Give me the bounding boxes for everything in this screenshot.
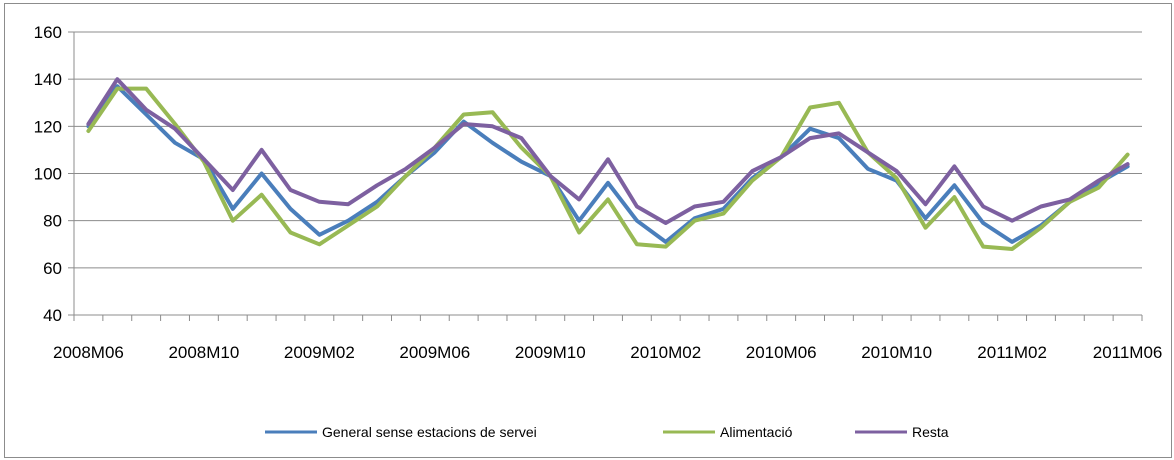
x-tick-label: 2009M10 xyxy=(515,343,586,362)
y-axis-tick-labels: 40 60 80 100 120 140 160 xyxy=(34,23,62,325)
x-tick-label: 2009M02 xyxy=(284,343,355,362)
series-line-1 xyxy=(86,84,1130,244)
y-tick-label: 140 xyxy=(34,70,62,89)
x-tick-label: 2011M02 xyxy=(977,343,1047,362)
x-tick-label: 2011M06 xyxy=(1093,343,1163,362)
gridlines xyxy=(74,31,1142,269)
x-axis-tick-labels: 2008M06 2008M10 2009M02 2009M06 2009M10 2010M… xyxy=(53,343,1162,362)
y-tick-label: 60 xyxy=(43,259,62,278)
y-tick-label: 160 xyxy=(34,23,62,42)
legend: General sense estacions de servei Aliment… xyxy=(265,424,949,440)
series-line-3 xyxy=(86,77,1130,225)
series-line-2 xyxy=(86,86,1130,251)
y-tick-label: 100 xyxy=(34,165,62,184)
series-lines xyxy=(86,77,1130,251)
x-tick-label: 2010M06 xyxy=(746,343,817,362)
legend-label: General sense estacions de servei xyxy=(322,424,537,440)
y-tick-label: 80 xyxy=(43,212,62,231)
x-tick-label: 2009M06 xyxy=(399,343,470,362)
y-tick-label: 40 xyxy=(43,306,62,325)
axes xyxy=(68,31,1143,321)
x-tick-label: 2010M02 xyxy=(630,343,701,362)
y-tick-label: 120 xyxy=(34,117,62,136)
legend-label: Alimentació xyxy=(720,424,793,440)
legend-label: Resta xyxy=(912,424,949,440)
x-tick-label: 2008M10 xyxy=(168,343,239,362)
x-tick-label: 2008M06 xyxy=(53,343,124,362)
x-tick-label: 2010M10 xyxy=(861,343,932,362)
